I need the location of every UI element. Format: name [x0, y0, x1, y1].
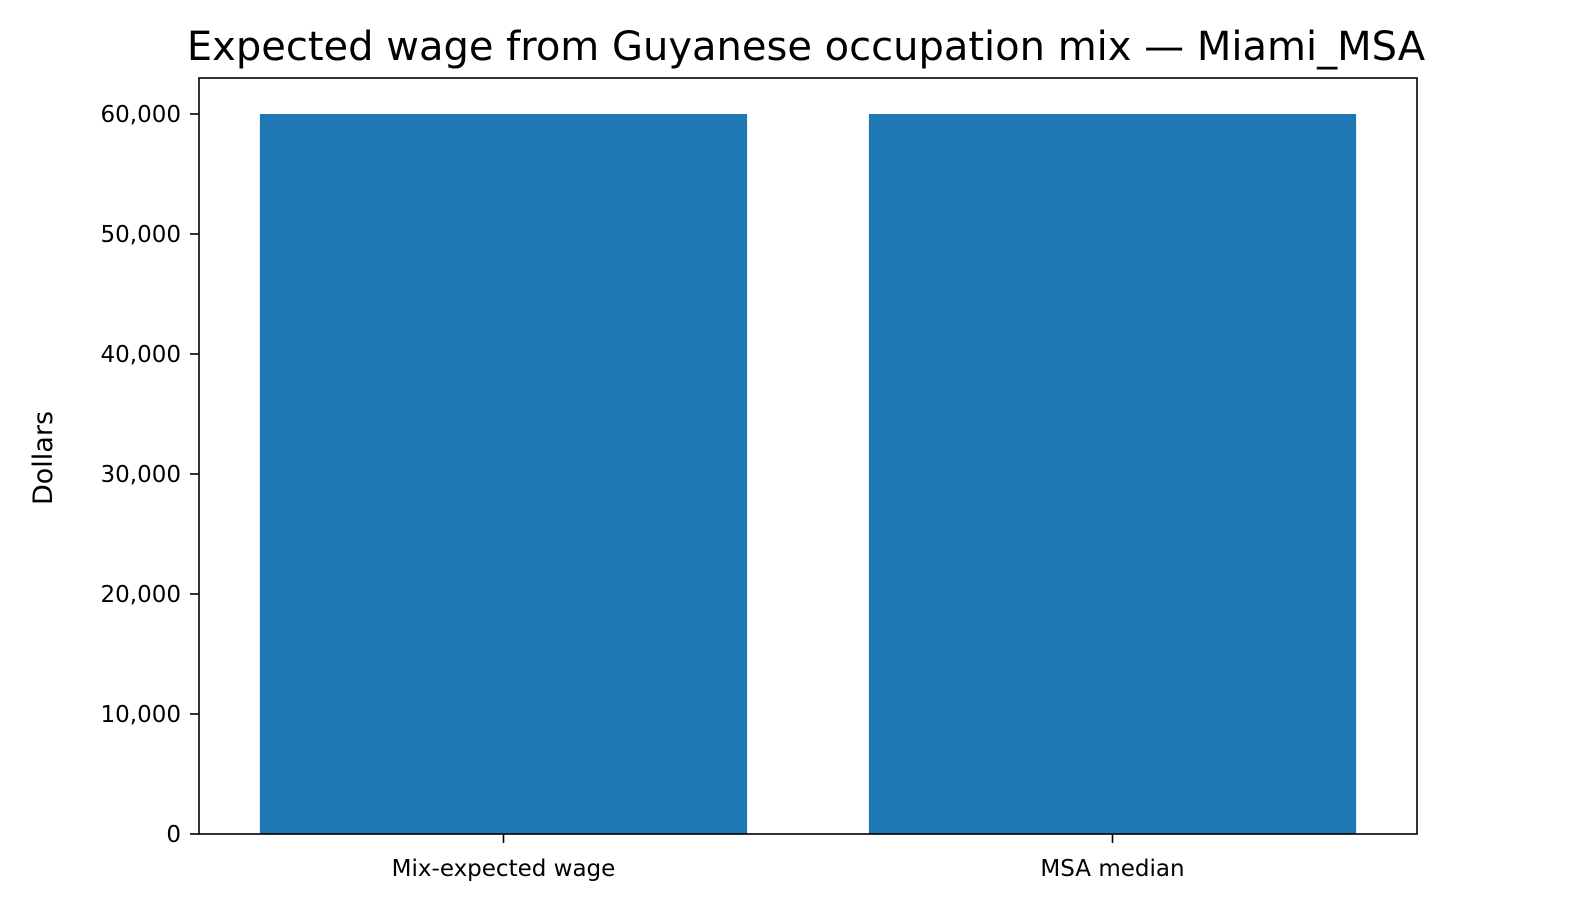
bar-mix-expected-wage	[259, 114, 748, 834]
y-tick-label: 10,000	[101, 702, 181, 728]
y-tick-label: 50,000	[101, 222, 181, 248]
x-tick-label-msa-median: MSA median	[1040, 856, 1184, 882]
y-tick-label: 0	[166, 822, 181, 848]
chart-title: Expected wage from Guyanese occupation m…	[187, 24, 1426, 70]
y-tick-label: 40,000	[101, 342, 181, 368]
y-tick-label: 20,000	[101, 582, 181, 608]
bars-group	[259, 114, 1357, 834]
plot-frame	[198, 77, 1418, 835]
y-ticks-group: 0 10,000 20,000 30,000 40,000 50,000 60,000	[101, 102, 199, 848]
x-ticks-group: Mix-expected wage MSA median	[392, 834, 1185, 882]
y-tick-label: 30,000	[101, 462, 181, 488]
y-tick-label: 60,000	[101, 102, 181, 128]
x-tick-label-mix-expected-wage: Mix-expected wage	[392, 856, 616, 882]
y-axis-label: Dollars	[28, 411, 59, 505]
bar-msa-median	[868, 114, 1357, 834]
